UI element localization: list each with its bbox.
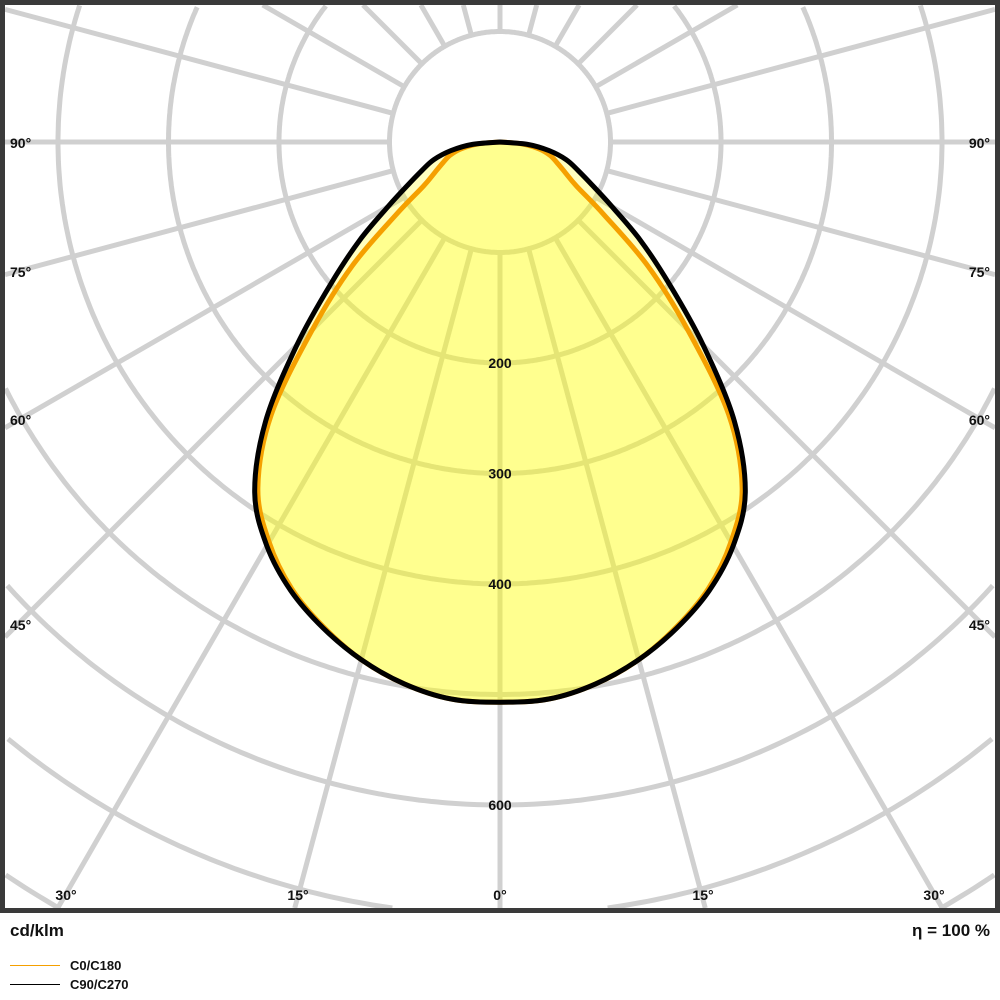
fill-c0-c180: [257, 142, 743, 703]
grid-spoke: [261, 2, 406, 89]
angle-label-bottom: 30°: [923, 887, 944, 903]
grid-ring-600: [5, 583, 995, 808]
radial-tick-label: 300: [488, 466, 512, 482]
angle-label-right: 60°: [969, 412, 990, 428]
axis-labels: 200 300 400 600 90° 90° 75° 75° 60° 60° 45° 45° 30° 1…: [10, 135, 990, 903]
grid-spoke: [606, 168, 996, 278]
legend-label: C90/C270: [70, 977, 129, 992]
grid-spoke: [3, 195, 406, 430]
radial-tick-label: 400: [488, 576, 512, 592]
grid-spoke: [3, 218, 424, 639]
radial-tick-label: 600: [488, 797, 512, 813]
grid-spoke: [4, 168, 394, 278]
chart-frame: [0, 0, 1000, 913]
grid-ring-700: [6, 736, 994, 911]
unit-label: cd/klm: [10, 921, 64, 940]
grid-spoke: [594, 2, 739, 89]
grid-spoke: [4, 6, 394, 116]
legend-label: C0/C180: [70, 958, 122, 973]
curves: [252, 139, 748, 705]
angle-label-left: 75°: [10, 264, 31, 280]
grid-spoke: [460, 4, 474, 36]
grid-ring-800: [4, 872, 996, 910]
angle-label-left: 45°: [10, 617, 31, 633]
polar-grid: [3, 2, 997, 911]
efficiency-label: η = 100 %: [912, 921, 990, 940]
grid-ring-200: [276, 4, 724, 366]
angle-label-right: 75°: [969, 264, 990, 280]
angle-label-bottom: 30°: [55, 887, 76, 903]
grid-spoke: [553, 3, 582, 48]
grid-spoke: [361, 3, 424, 66]
grid-spoke: [55, 236, 447, 910]
grid-ring-500: [3, 387, 997, 697]
grid-spoke: [418, 3, 447, 48]
angle-label-bottom: 0°: [493, 887, 506, 903]
angle-label-bottom: 15°: [287, 887, 308, 903]
grid-spoke: [526, 248, 708, 909]
legend-swatch-black: [10, 984, 60, 985]
grid-ring-300: [166, 6, 834, 476]
grid-ring-400: [55, 4, 945, 587]
legend-swatch-orange: [10, 965, 60, 966]
angle-label-right: 45°: [969, 617, 990, 633]
legend-item-c0-c180: C0/C180: [10, 958, 121, 973]
angle-label-left: 90°: [10, 135, 31, 151]
grid-spoke: [553, 236, 945, 910]
legend-item-c90-c270: C90/C270: [10, 977, 129, 992]
grid-spoke: [606, 6, 996, 116]
grid-ring-100: [387, 29, 613, 255]
grid-spoke: [576, 218, 997, 639]
radial-tick-label: 200: [488, 355, 512, 371]
grid-spoke: [594, 195, 997, 430]
angle-label-left: 60°: [10, 412, 31, 428]
grid-spoke: [526, 4, 540, 36]
angle-label-bottom: 15°: [692, 887, 713, 903]
fill-c90-c270: [254, 142, 746, 703]
series-line-c90-c270: [252, 139, 748, 705]
grid-spoke: [292, 248, 474, 909]
grid-spoke: [576, 3, 639, 66]
angle-label-right: 90°: [969, 135, 990, 151]
